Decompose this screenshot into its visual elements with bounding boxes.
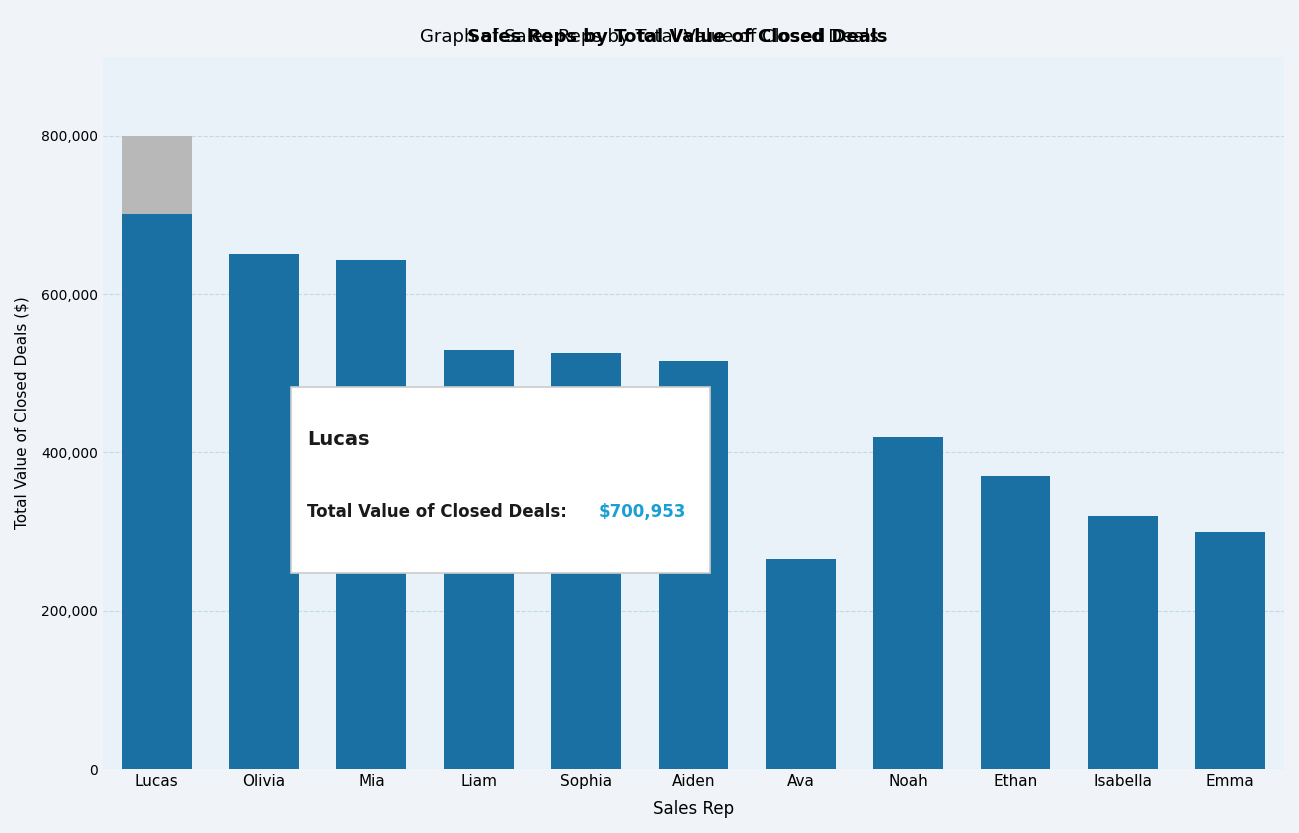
Bar	[873, 436, 943, 769]
Bar	[122, 136, 191, 214]
FancyBboxPatch shape	[291, 387, 709, 573]
Bar	[1089, 516, 1157, 769]
Bar	[766, 559, 835, 769]
Text: Graph of Sales Reps by Total Value of Closed Deals: Graph of Sales Reps by Total Value of Cl…	[420, 28, 879, 47]
Bar	[444, 350, 513, 769]
Text: Sales Reps by Total Value of Closed Deals: Sales Reps by Total Value of Closed Deal…	[412, 28, 887, 47]
Bar	[229, 253, 299, 769]
Text: Lucas: Lucas	[307, 431, 369, 449]
Text: $700,953: $700,953	[599, 503, 686, 521]
Bar	[1195, 531, 1265, 769]
X-axis label: Sales Rep: Sales Rep	[653, 800, 734, 818]
Text: Total Value of Closed Deals:: Total Value of Closed Deals:	[307, 503, 573, 521]
Bar	[551, 353, 621, 769]
Bar	[981, 476, 1051, 769]
Bar	[336, 260, 407, 769]
Bar	[659, 362, 729, 769]
Bar	[122, 214, 191, 769]
Y-axis label: Total Value of Closed Deals ($): Total Value of Closed Deals ($)	[16, 297, 30, 529]
